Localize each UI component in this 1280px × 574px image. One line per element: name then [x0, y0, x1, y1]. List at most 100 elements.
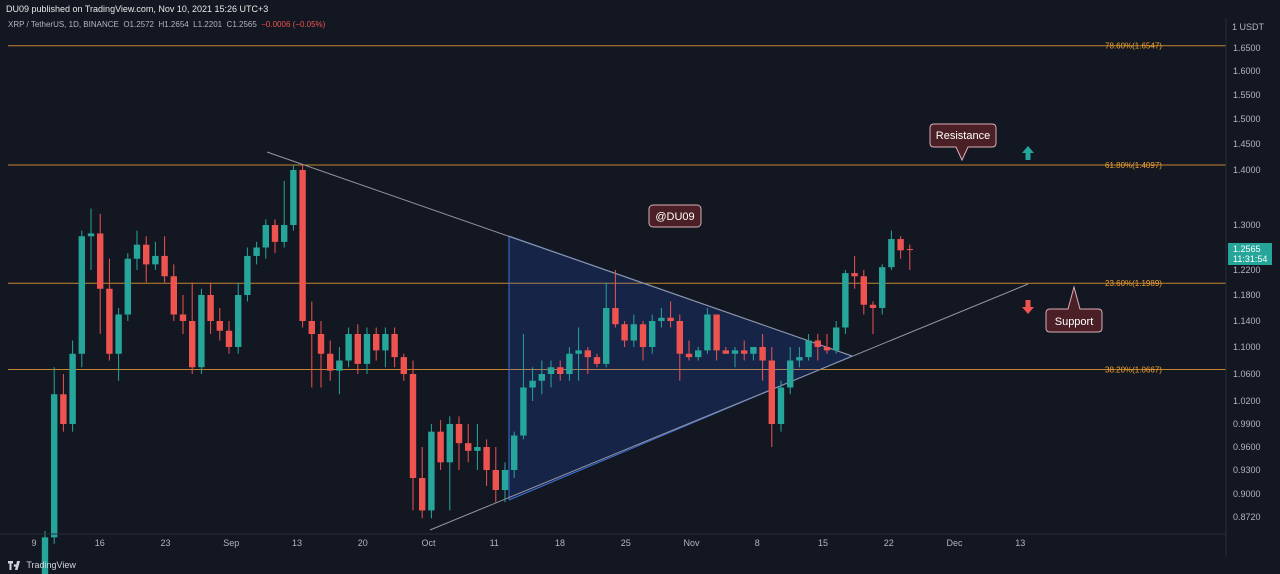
ascending-trendline — [429, 283, 1029, 531]
candle-body-up — [566, 353, 573, 374]
footer-brand: TradingView — [26, 560, 76, 570]
price-tick-label: 1.1800 — [1233, 290, 1261, 300]
candle-body-down — [906, 249, 913, 251]
candle-body-up — [529, 380, 536, 388]
tradingview-logo-icon — [8, 561, 20, 571]
candle-body-down — [722, 350, 729, 354]
candle-body-down — [189, 321, 196, 368]
descending-trendline — [266, 151, 853, 357]
ohlc-close: C1.2565 — [226, 20, 257, 29]
candle-body-up — [731, 350, 739, 354]
last-price-tag: 1.2565 11:31:54 — [1228, 243, 1272, 265]
publisher-line: DU09 published on TradingView.com, Nov 1… — [6, 4, 269, 14]
price-tick-label: 0.9600 — [1233, 442, 1261, 452]
candle-body-down — [216, 321, 223, 331]
fib-level-label: 38.20%(1.0667) — [1105, 365, 1162, 374]
candle-body-down — [225, 330, 233, 347]
candle-body-up — [253, 247, 260, 256]
candle-body-up — [363, 334, 371, 364]
symbol-legend: XRP / TetherUS, 1D, BINANCE O1.2572 H1.2… — [8, 20, 325, 29]
candle-body-up — [511, 435, 518, 470]
candle-body-up — [428, 431, 435, 511]
time-tick-label: Nov — [683, 538, 700, 548]
candle-body-up — [244, 255, 251, 295]
candle-body-up — [124, 258, 131, 315]
price-tick-label: 0.9000 — [1233, 489, 1261, 499]
resistance-label: Resistance — [936, 130, 990, 142]
time-tick-label: 11 — [490, 538, 499, 548]
candle-body-down — [299, 170, 306, 321]
support-label: Support — [1055, 316, 1094, 328]
candle-body-up — [750, 347, 757, 354]
candle-body-down — [455, 424, 463, 444]
time-axis[interactable]: 9 16 23 Sep 13 20 Oct 11 18 25 Nov 8 15 22 Dec 13 — [31, 538, 1025, 548]
fib-level-label: 61.80%(1.4097) — [1105, 161, 1162, 170]
time-tick-label: 15 — [818, 538, 828, 548]
candle-body-up — [87, 233, 95, 237]
candle-body-down — [143, 244, 150, 265]
candle-body-down — [814, 340, 821, 347]
support-callout-box — [1045, 285, 1103, 333]
candle-body-down — [741, 350, 748, 354]
candle-body-up — [474, 447, 481, 451]
candle-body-down — [400, 357, 407, 374]
candle-body-down — [667, 317, 674, 321]
last-price-value: 1.2565 — [1233, 244, 1261, 254]
price-axis[interactable]: 1 USDT 1.6500 1.6000 1.5500 1.5000 1.4500 1.40… — [1232, 22, 1265, 522]
candle-body-down — [327, 353, 334, 371]
ohlc-high: H1.2654 — [158, 20, 189, 29]
candle-body-down — [179, 314, 187, 321]
candle-body-down — [621, 324, 628, 341]
watermark-label: @DU09 — [655, 211, 694, 223]
candle-body-down — [271, 225, 279, 242]
candle-body-up — [520, 387, 527, 436]
resistance-callout[interactable]: Resistance — [929, 123, 997, 162]
candle-body-down — [391, 334, 398, 358]
time-tick-label: 25 — [621, 538, 631, 548]
candle-body-down — [483, 447, 490, 470]
ohlc-change: −0.0006 (−0.05%) — [261, 20, 326, 29]
candle-body-down — [823, 347, 831, 351]
candle-body-down — [851, 273, 858, 277]
price-tick-label: 1.1400 — [1233, 316, 1261, 326]
time-tick-label: 8 — [755, 538, 760, 548]
arrow-down-icon — [1022, 300, 1034, 314]
candle-body-down — [317, 334, 325, 354]
price-tick-label: 1.6500 — [1233, 43, 1261, 53]
candle-body-up — [235, 295, 242, 347]
candle-body-up — [290, 170, 297, 225]
candle-body-up — [501, 470, 509, 490]
candle-body-down — [768, 360, 775, 424]
time-tick-label: Sep — [223, 538, 239, 548]
candle-body-down — [557, 367, 564, 374]
support-callout[interactable]: Support — [1045, 285, 1103, 333]
candle-body-down — [465, 443, 472, 451]
candle-body-down — [419, 478, 426, 511]
fib-level-label: 78.60%(1.6547) — [1105, 42, 1162, 51]
footer: TradingView — [0, 556, 1280, 574]
price-tick-label: 0.8720 — [1233, 512, 1261, 522]
price-axis-unit: 1 USDT — [1232, 22, 1265, 32]
price-tick-label: 1.0200 — [1233, 396, 1261, 406]
time-tick-label: 9 — [31, 538, 36, 548]
candle-body-up — [152, 255, 159, 265]
fib-level-label: 23.60%(1.1989) — [1105, 279, 1162, 288]
candle-body-up — [547, 367, 555, 374]
candle-body-up — [842, 273, 849, 328]
candle-body-down — [106, 288, 113, 354]
candle-body-up — [51, 394, 58, 538]
price-tick-label: 1.5000 — [1233, 114, 1261, 124]
price-tick-label: 0.9300 — [1233, 465, 1261, 475]
price-tick-label: 1.1000 — [1233, 342, 1261, 352]
candle-body-up — [41, 537, 49, 574]
candle-body-up — [345, 334, 352, 361]
candle-body-down — [207, 295, 214, 321]
watermark-box — [648, 204, 702, 228]
candle-body-down — [860, 276, 867, 305]
symmetrical-triangle — [509, 236, 852, 500]
candle-body-up — [833, 327, 840, 351]
candlestick-series — [41, 164, 913, 574]
time-tick-label: 18 — [555, 538, 565, 548]
time-tick-label: Oct — [421, 538, 436, 548]
